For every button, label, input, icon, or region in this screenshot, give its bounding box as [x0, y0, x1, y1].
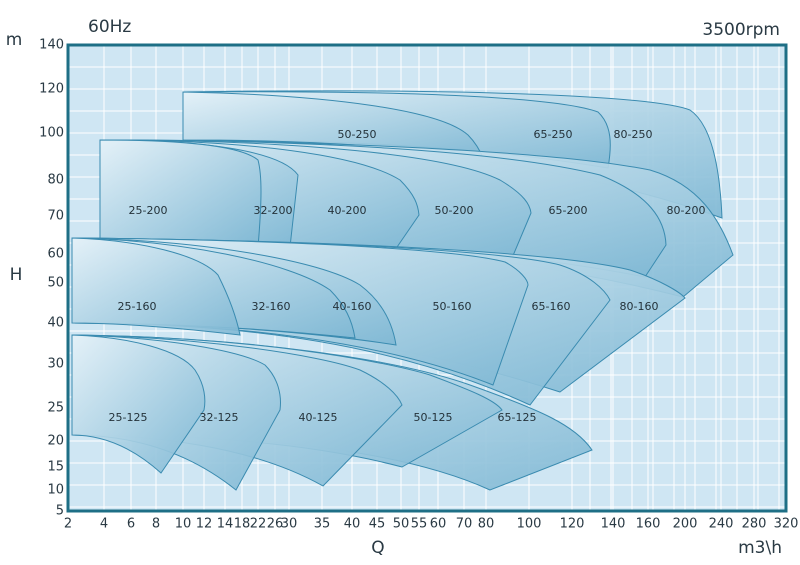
pump-region [71, 334, 206, 474]
x-tick-label: 140 [601, 517, 626, 532]
y-tick-label: 50 [47, 276, 64, 291]
region-label: 80-160 [620, 300, 659, 313]
y-tick-label: 80 [47, 173, 64, 188]
y-tick-label: 15 [47, 460, 64, 475]
y-title: H [10, 265, 23, 285]
x-tick-label: 100 [517, 517, 542, 532]
plot-border [66, 43, 788, 513]
x-tick-label: 55 [411, 517, 428, 532]
region-label: 50-250 [338, 128, 377, 141]
y-tick-label: 25 [47, 401, 64, 416]
y-tick-label: 40 [47, 316, 64, 331]
y-tick-label: 30 [47, 357, 64, 372]
x-tick-label: 240 [709, 517, 734, 532]
y-unit: m [6, 30, 23, 50]
x-tick-label: 18 [234, 517, 251, 532]
y-tick-label: 140 [39, 38, 64, 53]
frequency: 60Hz [88, 17, 131, 37]
x-tick-label: 6 [127, 517, 135, 532]
x-tick-label: 45 [369, 517, 386, 532]
x-tick-label: 200 [673, 517, 698, 532]
region-label: 65-125 [498, 411, 537, 424]
region-label: 40-160 [333, 300, 372, 313]
region-label: 25-160 [118, 300, 157, 313]
region-label: 50-160 [433, 300, 472, 313]
region-label: 65-160 [532, 300, 571, 313]
region-label: 40-200 [328, 204, 367, 217]
x-tick-label: 70 [456, 517, 473, 532]
y-tick-label: 100 [39, 126, 64, 141]
x-tick-label: 50 [393, 517, 410, 532]
x-tick-label: 26 [267, 517, 284, 532]
x-tick-label: 320 [774, 517, 799, 532]
region-label: 80-250 [614, 128, 653, 141]
y-tick-label: 70 [47, 209, 64, 224]
x-tick-label: 160 [636, 517, 661, 532]
y-tick-label: 5 [56, 504, 64, 519]
y-tick-label: 10 [47, 483, 64, 498]
x-tick-label: 280 [742, 517, 767, 532]
region-label: 80-200 [667, 204, 706, 217]
region-label: 32-200 [254, 204, 293, 217]
x-tick-label: 40 [344, 517, 361, 532]
x-tick-label: 10 [175, 517, 192, 532]
region-label: 65-250 [534, 128, 573, 141]
region-label: 40-125 [299, 411, 338, 424]
x-tick-label: 30 [281, 517, 298, 532]
region-label: 50-200 [435, 204, 474, 217]
pump-region [99, 139, 262, 248]
x-tick-label: 80 [478, 517, 495, 532]
x-title: Q [371, 538, 384, 558]
y-tick-label: 20 [47, 434, 64, 449]
x-tick-label: 2 [64, 517, 72, 532]
pump-region [71, 237, 241, 336]
x-tick-label: 35 [314, 517, 331, 532]
x-tick-label: 22 [250, 517, 267, 532]
x-unit: m3\h [738, 538, 782, 558]
region-label: 32-125 [200, 411, 239, 424]
region-label: 65-200 [549, 204, 588, 217]
region-label: 32-160 [252, 300, 291, 313]
speed: 3500rpm [702, 20, 780, 40]
x-tick-label: 12 [196, 517, 213, 532]
y-tick-label: 120 [39, 82, 64, 97]
region-label: 25-200 [129, 204, 168, 217]
x-tick-label: 4 [100, 517, 108, 532]
y-tick-label: 60 [47, 247, 64, 262]
region-label: 25-125 [109, 411, 148, 424]
x-tick-label: 120 [560, 517, 585, 532]
x-tick-label: 14 [217, 517, 234, 532]
x-tick-label: 8 [152, 517, 160, 532]
region-label: 50-125 [414, 411, 453, 424]
x-tick-label: 60 [430, 517, 447, 532]
